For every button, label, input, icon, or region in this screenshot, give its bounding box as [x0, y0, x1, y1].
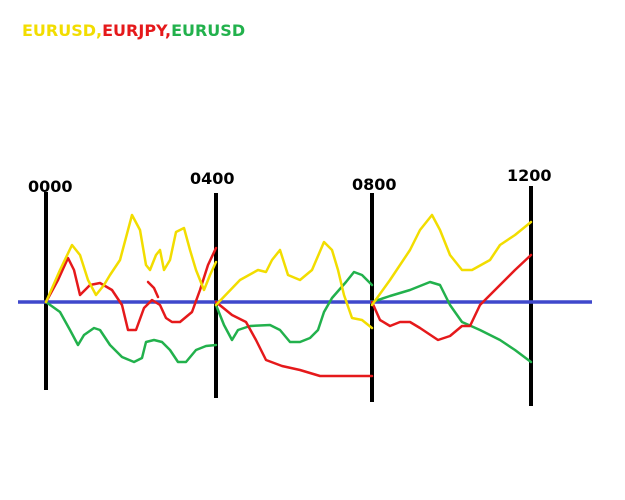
time-label: 0000 — [28, 177, 73, 196]
sketch-line — [370, 280, 533, 364]
title-part: EURJPY, — [102, 21, 171, 40]
time-label: 0800 — [352, 175, 397, 194]
sketch-line — [44, 213, 218, 304]
sketch-line — [370, 213, 533, 307]
sketch-line — [214, 270, 374, 344]
sketch-line — [44, 246, 218, 332]
title: EURUSD,EURJPY,EURUSD — [22, 21, 245, 40]
sketch-line — [44, 300, 218, 364]
title-part: EURUSD, — [22, 21, 102, 40]
sketch-line — [146, 280, 160, 299]
red-sketch — [44, 246, 533, 378]
sketch-line — [214, 300, 374, 378]
time-label: 1200 — [507, 166, 552, 185]
green-sketch — [44, 270, 533, 364]
sketch-line — [370, 253, 533, 342]
sketch-line — [214, 240, 374, 330]
time-label: 0400 — [190, 169, 235, 188]
title-part: EURUSD — [171, 21, 245, 40]
yellow-sketch — [44, 213, 533, 330]
